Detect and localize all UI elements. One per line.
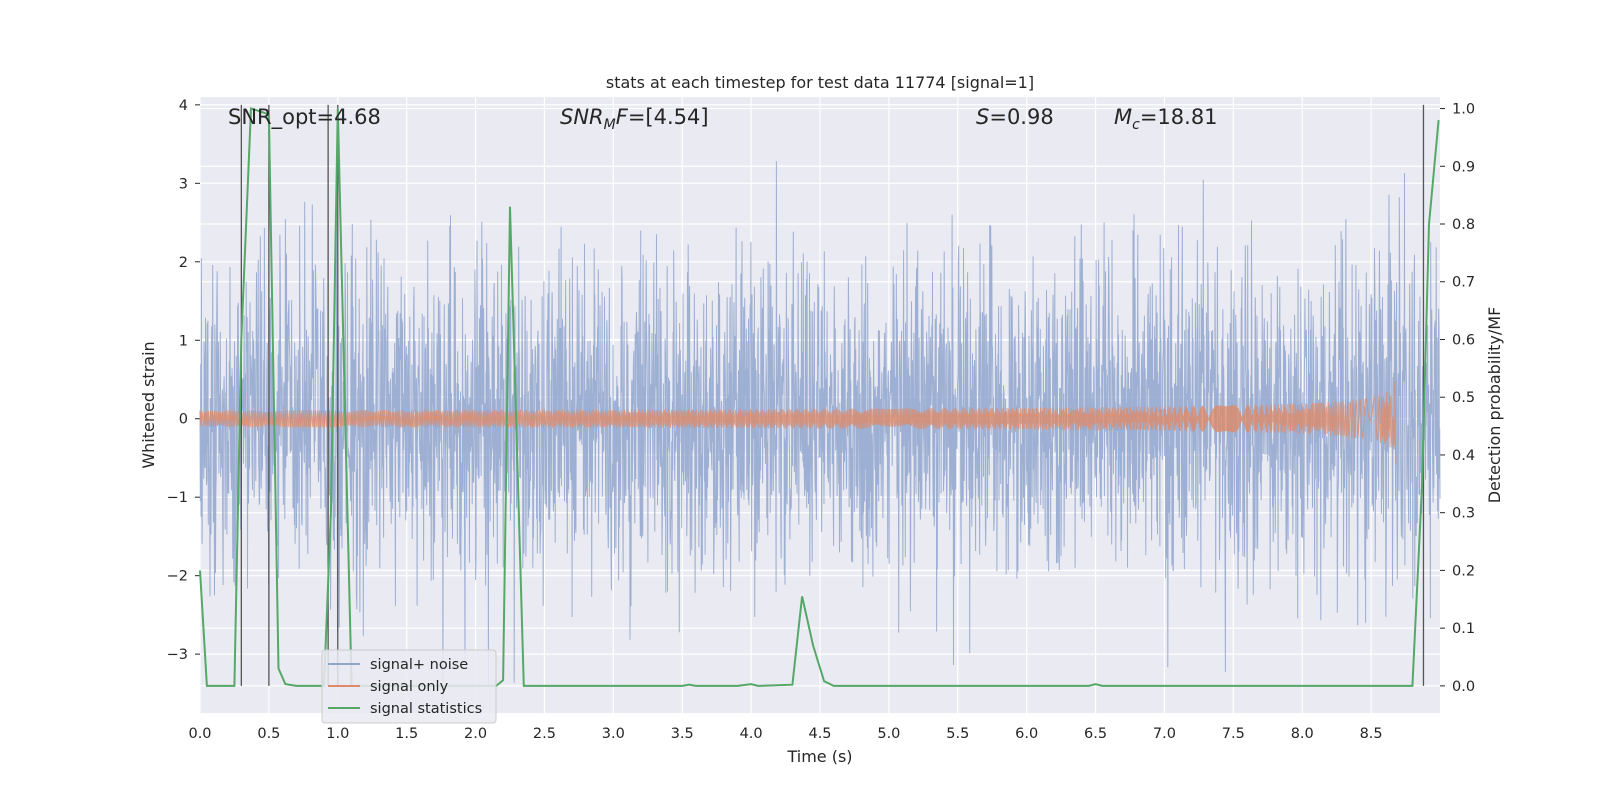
- x-tick-label: 2.0: [464, 726, 487, 742]
- x-tick-label: 8.5: [1360, 726, 1383, 742]
- s-symbol: S: [976, 105, 989, 129]
- snr-opt-annotation: SNR_opt=4.68: [228, 105, 381, 130]
- right-tick-label: 0.6: [1452, 332, 1475, 348]
- x-tick-label: 1.5: [395, 726, 418, 742]
- y-tick-label: −1: [167, 490, 188, 506]
- legend: signal+ noise signal only signal statist…: [321, 649, 497, 724]
- x-tick-label: 5.0: [877, 726, 900, 742]
- y-tick-label: 2: [179, 255, 188, 271]
- y-tick-labels: 4 3 2 1 0 −1 −2 −3: [167, 98, 188, 663]
- right-tick-label: 0.7: [1452, 275, 1475, 291]
- right-tick-label: 0.1: [1452, 621, 1475, 637]
- x-tick-label: 8.0: [1291, 726, 1314, 742]
- x-tick-label: 2.5: [533, 726, 556, 742]
- y-tick-label: 4: [179, 98, 188, 114]
- x-tick-label: 4.5: [808, 726, 831, 742]
- s-value: =0.98: [989, 105, 1053, 129]
- right-tick-label: 0.2: [1452, 563, 1475, 579]
- right-tick-label: 0.3: [1452, 506, 1475, 522]
- x-tick-label: 6.5: [1084, 726, 1107, 742]
- x-tick-label: 7.0: [1153, 726, 1176, 742]
- mc-annotation: Mc=18.81: [1114, 105, 1218, 133]
- y-tick-label: 0: [179, 412, 188, 428]
- right-axis-label: Detection probability/MF: [1485, 307, 1504, 504]
- y-tick-label: −2: [167, 569, 188, 585]
- mc-value: =18.81: [1140, 105, 1218, 129]
- x-tick-label: 5.5: [946, 726, 969, 742]
- x-tick-label: 3.5: [671, 726, 694, 742]
- y-tick-label: −3: [167, 647, 188, 663]
- snr-mf-annotation: SNRMF=[4.54]: [560, 105, 709, 133]
- right-tick-label: 0.9: [1452, 159, 1475, 175]
- y-tick-label: 3: [179, 176, 188, 192]
- right-tick-label: 0.8: [1452, 217, 1475, 233]
- legend-label-signal-only: signal only: [370, 679, 449, 695]
- right-tick-label: 0.4: [1452, 448, 1475, 464]
- right-tick-labels: 1.0 0.9 0.8 0.7 0.6 0.5 0.4 0.3 0.2 0.1 0.0: [1452, 102, 1475, 695]
- chart-title: stats at each timestep for test data 117…: [606, 73, 1034, 92]
- x-tick-label: 7.5: [1222, 726, 1245, 742]
- right-tick-label: 0.5: [1452, 390, 1475, 406]
- x-tick-label: 0.5: [257, 726, 280, 742]
- x-tick-label: 3.0: [602, 726, 625, 742]
- right-tick-label: 0.0: [1452, 679, 1475, 695]
- legend-box: [321, 649, 497, 724]
- x-axis-label: Time (s): [786, 747, 852, 766]
- right-tick-label: 1.0: [1452, 102, 1475, 118]
- y-axis-label: Whitened strain: [139, 341, 158, 468]
- x-tick-label: 6.0: [1015, 726, 1038, 742]
- signal-only-series: [199, 380, 1397, 464]
- x-tick-label: 4.0: [740, 726, 763, 742]
- legend-label-signal-statistics: signal statistics: [370, 701, 482, 717]
- snr-mf-symbol: SNR: [560, 105, 604, 129]
- legend-label-signal-noise: signal+ noise: [370, 657, 468, 673]
- s-annotation: S=0.98: [976, 105, 1054, 129]
- mc-subscript: c: [1132, 117, 1140, 133]
- snr-mf-subscript: M: [604, 117, 616, 133]
- signal-statistics-series: [199, 107, 1440, 687]
- x-tick-label: 0.0: [188, 726, 211, 742]
- mc-symbol: M: [1114, 105, 1132, 129]
- x-tick-labels: 0.0 0.5 1.0 1.5 2.0 2.5 3.0 3.5 4.0 4.5 5.0 5.5 6.0 6…: [188, 726, 1382, 742]
- x-tick-label: 1.0: [326, 726, 349, 742]
- y-tick-label: 1: [179, 333, 188, 349]
- snr-mf-value: =[4.54]: [628, 105, 709, 129]
- snr-mf-symbol-f: F: [616, 105, 629, 129]
